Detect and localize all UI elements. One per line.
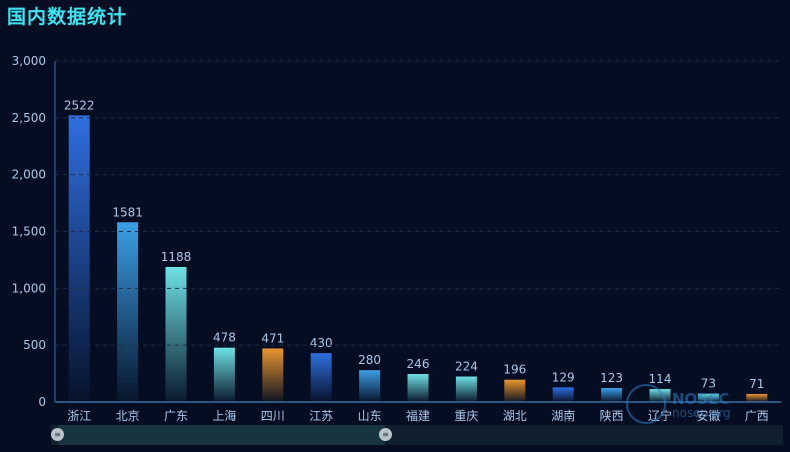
bar-湖北[interactable] xyxy=(504,379,526,402)
y-tick-label: 1,500 xyxy=(12,225,46,239)
value-label: 471 xyxy=(261,331,284,345)
watermark-domain: nosec.org xyxy=(672,406,731,420)
x-tick-label: 广东 xyxy=(164,409,188,423)
y-tick-label: 500 xyxy=(23,338,46,352)
shield-logo-icon xyxy=(626,384,666,424)
x-tick-label: 山东 xyxy=(358,409,382,423)
x-tick-label: 湖南 xyxy=(551,408,575,423)
x-tick-label: 湖北 xyxy=(503,408,527,423)
y-tick-label: 3,000 xyxy=(12,54,46,68)
datazoom-right-handle-icon[interactable]: ≡ xyxy=(379,428,392,441)
x-tick-label: 陕西 xyxy=(600,408,624,423)
bar-浙江[interactable] xyxy=(68,115,90,402)
value-labels: 2522 1581 1188 478 471 430 280 246 224 196 129 123 1… xyxy=(64,98,765,391)
bar-湖南[interactable] xyxy=(552,387,574,402)
value-label: 1188 xyxy=(161,250,192,264)
value-label: 196 xyxy=(503,363,526,377)
y-tick-label: 2,500 xyxy=(12,111,46,125)
bars xyxy=(68,115,768,402)
x-tick-label: 江苏 xyxy=(309,409,333,423)
bar-陕西[interactable] xyxy=(601,388,623,402)
x-tick-label: 安徽 xyxy=(696,408,720,423)
bar-山东[interactable] xyxy=(359,370,381,402)
x-tick-label: 四川 xyxy=(261,409,285,423)
bar-广西[interactable] xyxy=(746,393,768,402)
x-tick-label: 广西 xyxy=(745,409,769,423)
value-label: 114 xyxy=(649,372,672,386)
y-axis: 0 500 1,000 1,500 2,000 2,500 3,000 xyxy=(12,54,56,409)
value-label: 478 xyxy=(213,331,236,345)
value-label: 2522 xyxy=(64,98,95,112)
bar-江苏[interactable] xyxy=(310,353,332,402)
watermark-brand: NOSEC xyxy=(672,390,730,408)
value-label: 280 xyxy=(358,353,381,367)
value-label: 73 xyxy=(701,377,716,391)
grid-lines xyxy=(55,60,781,346)
x-tick-label: 重庆 xyxy=(454,409,478,423)
y-tick-label: 2,000 xyxy=(12,168,46,182)
value-label: 430 xyxy=(310,336,333,350)
y-tick-label: 0 xyxy=(38,395,46,409)
bar-福建[interactable] xyxy=(407,374,429,402)
bar-北京[interactable] xyxy=(117,222,139,402)
x-tick-label: 浙江 xyxy=(67,409,91,423)
value-label: 71 xyxy=(749,377,764,391)
bar-安徽[interactable] xyxy=(697,393,719,402)
datazoom-left-handle-icon[interactable]: ≡ xyxy=(51,428,64,441)
x-tick-label: 北京 xyxy=(116,409,140,423)
x-tick-label: 上海 xyxy=(212,408,236,423)
value-label: 224 xyxy=(455,360,478,374)
bar-广东[interactable] xyxy=(165,266,187,402)
datazoom-window[interactable] xyxy=(58,425,385,445)
value-label: 123 xyxy=(600,371,623,385)
value-label: 1581 xyxy=(112,205,143,219)
bar-重庆[interactable] xyxy=(455,376,477,402)
bar-四川[interactable] xyxy=(262,348,284,402)
watermark: NOSEC nosec.org xyxy=(626,384,741,428)
value-label: 129 xyxy=(552,370,575,384)
value-label: 246 xyxy=(407,357,430,371)
y-tick-label: 1,000 xyxy=(12,281,46,295)
page-title: 国内数据统计 xyxy=(7,6,128,28)
x-tick-label: 福建 xyxy=(406,408,430,423)
bar-上海[interactable] xyxy=(213,347,235,402)
